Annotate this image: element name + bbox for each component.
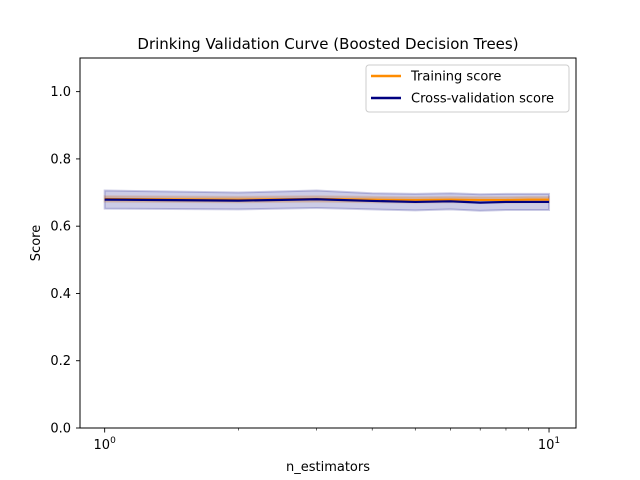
x-tick-label: 101 xyxy=(538,436,560,453)
y-tick-label: 0.0 xyxy=(50,422,71,437)
legend-box xyxy=(365,64,570,113)
y-axis-label: Score xyxy=(29,225,44,261)
x-axis-label: n_estimators xyxy=(286,460,370,475)
series-lines xyxy=(104,197,550,204)
y-tick-label: 0.6 xyxy=(50,220,71,235)
legend-label: Cross-validation score xyxy=(411,92,554,107)
y-tick-label: 0.2 xyxy=(50,354,71,369)
plot-area xyxy=(80,58,576,428)
x-tick-label: 100 xyxy=(94,436,117,453)
chart-title: Drinking Validation Curve (Boosted Decis… xyxy=(137,35,518,53)
axes-frame xyxy=(79,57,577,429)
legend: Training score Cross-validation score xyxy=(365,64,570,113)
y-axis-ticks: 0.0 0.2 0.4 0.6 0.8 1.0 xyxy=(50,85,80,437)
y-tick-label: 0.8 xyxy=(50,152,71,167)
y-tick-label: 1.0 xyxy=(50,85,71,100)
legend-label: Training score xyxy=(410,70,501,85)
y-tick-label: 0.4 xyxy=(50,287,71,302)
series-line-cross-validation xyxy=(104,198,550,204)
x-axis-ticks: 100 101 xyxy=(94,428,560,453)
